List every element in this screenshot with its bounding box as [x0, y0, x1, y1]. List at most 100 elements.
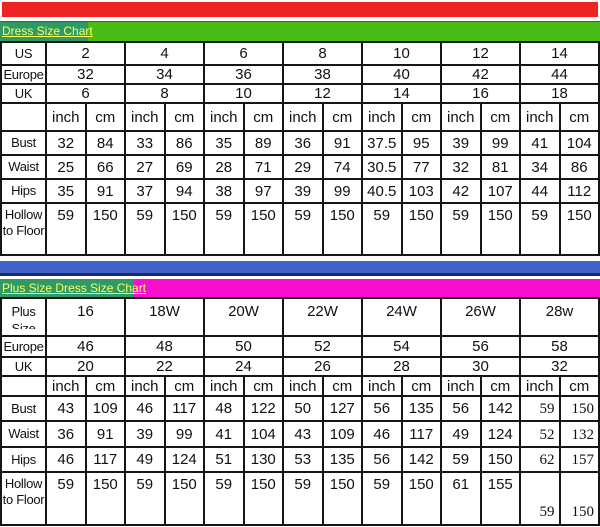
- size-cell: 20W: [203, 297, 284, 337]
- size-cell: 6: [203, 41, 284, 66]
- measure-cell: 86: [558, 154, 600, 180]
- size-cell: 30: [440, 356, 521, 377]
- measure-cell: 59: [519, 471, 561, 526]
- unit-header-cell: cm: [242, 375, 284, 397]
- measure-cell: 37: [124, 178, 166, 204]
- unit-header-cell: inch: [203, 375, 245, 397]
- measure-cell: 84: [84, 130, 126, 156]
- table-row: Hips 46 117 49 124 51 130 53 135 56 142 59 150 62 157: [0, 446, 600, 473]
- dress-size-table-body: US 2 4 6 8 10 12 14 Europe 32 34 36 38 40 42 44 UK 6 8 10 12…: [0, 41, 600, 256]
- measure-cell: 59: [282, 471, 324, 526]
- unit-header-cell: cm: [84, 375, 126, 397]
- measure-cell: 46: [45, 446, 87, 473]
- measure-cell: 99: [163, 420, 205, 448]
- measure-cell: 150: [242, 471, 284, 526]
- measure-cell: 48: [203, 395, 245, 422]
- measure-cell: 127: [321, 395, 363, 422]
- measure-cell: 94: [163, 178, 205, 204]
- size-cell: 24W: [361, 297, 442, 337]
- size-cell: 52: [282, 335, 363, 358]
- size-cell: 54: [361, 335, 442, 358]
- unit-header-cell: cm: [558, 375, 600, 397]
- measure-cell: 107: [479, 178, 521, 204]
- row-label-cell: Europe: [0, 335, 47, 358]
- unit-header-cell: inch: [203, 102, 245, 132]
- measure-cell: 36: [45, 420, 87, 448]
- unit-header-cell: inch: [45, 375, 87, 397]
- measure-cell: 99: [479, 130, 521, 156]
- table-row: Hips 35 91 37 94 38 97 39 99 40.5 103 42 107 44 112: [0, 178, 600, 204]
- measure-cell: 25: [45, 154, 87, 180]
- row-label-cell: Hollow to Floor: [0, 202, 47, 256]
- measure-cell: 86: [163, 130, 205, 156]
- size-cell: 4: [124, 41, 205, 66]
- measure-cell: 59: [203, 202, 245, 256]
- measure-cell: 56: [440, 395, 482, 422]
- size-cell: 16: [440, 83, 521, 104]
- unit-header-cell: inch: [124, 375, 166, 397]
- measure-cell: 62: [519, 446, 561, 473]
- size-cell: 12: [440, 41, 521, 66]
- measure-cell: 117: [400, 420, 442, 448]
- measure-cell: 117: [163, 395, 205, 422]
- unit-header-cell: cm: [400, 102, 442, 132]
- section2-title: Plus Size Dress Size Chart: [2, 281, 147, 295]
- table-row: Europe 32 34 36 38 40 42 44: [0, 64, 600, 85]
- plus-size-table-body: Plus Size 16 18W 20W 22W 24W 26W 28w Europe 46 48 5…: [0, 297, 600, 526]
- measure-cell: 150: [242, 202, 284, 256]
- measure-cell: 27: [124, 154, 166, 180]
- measure-cell: 99: [321, 178, 363, 204]
- size-cell: 28w: [519, 297, 600, 337]
- unit-header-cell: inch: [440, 102, 482, 132]
- size-cell: 34: [124, 64, 205, 85]
- unit-header-cell: inch: [282, 375, 324, 397]
- size-cell: 38: [282, 64, 363, 85]
- unit-header-cell: cm: [84, 102, 126, 132]
- measure-cell: 39: [124, 420, 166, 448]
- measure-cell: 95: [400, 130, 442, 156]
- measure-cell: 130: [242, 446, 284, 473]
- measure-cell: 32: [45, 130, 87, 156]
- measure-cell: 36: [282, 130, 324, 156]
- size-cell: 12: [282, 83, 363, 104]
- row-label-cell: UK: [0, 83, 47, 104]
- measure-cell: 29: [282, 154, 324, 180]
- table-row: Plus Size 16 18W 20W 22W 24W 26W 28w: [0, 297, 600, 337]
- measure-cell: 150: [479, 202, 521, 256]
- measure-cell: 157: [558, 446, 600, 473]
- measure-cell: 41: [203, 420, 245, 448]
- unit-header-cell: inch: [519, 375, 561, 397]
- size-cell: 22: [124, 356, 205, 377]
- table-row: Hollow to Floor 59 150 59 150 59 150 59 150 59 150…: [0, 202, 600, 256]
- row-label-cell: [0, 102, 47, 132]
- unit-header-cell: cm: [558, 102, 600, 132]
- row-label-cell: Europe: [0, 64, 47, 85]
- row-label-cell: Waist: [0, 420, 47, 448]
- unit-header-cell: inch: [361, 102, 403, 132]
- size-cell: 42: [440, 64, 521, 85]
- measure-cell: 53: [282, 446, 324, 473]
- row-label-cell: Plus Size: [0, 297, 47, 337]
- measure-cell: 35: [45, 178, 87, 204]
- measure-cell: 50: [282, 395, 324, 422]
- measure-cell: 41: [519, 130, 561, 156]
- table-row: Bust 43 109 46 117 48 122 50 127 56 135 56 142 59 150: [0, 395, 600, 422]
- table-row: UK 6 8 10 12 14 16 18: [0, 83, 600, 104]
- unit-header-cell: cm: [163, 375, 205, 397]
- table-row: Waist 36 91 39 99 41 104 43 109 46 117 49 124 52 132: [0, 420, 600, 448]
- size-cell: 10: [361, 41, 442, 66]
- measure-cell: 56: [361, 446, 403, 473]
- size-cell: 6: [45, 83, 126, 104]
- measure-cell: 142: [479, 395, 521, 422]
- measure-cell: 59: [282, 202, 324, 256]
- size-cell: 44: [519, 64, 600, 85]
- measure-cell: 56: [361, 395, 403, 422]
- measure-cell: 59: [45, 202, 87, 256]
- size-cell: 20: [45, 356, 126, 377]
- size-cell: 40: [361, 64, 442, 85]
- measure-cell: 91: [84, 420, 126, 448]
- measure-cell: 37.5: [361, 130, 403, 156]
- measure-cell: 35: [203, 130, 245, 156]
- plus-size-table: Plus Size 16 18W 20W 22W 24W 26W 28w Europe 46 48 5…: [0, 297, 600, 526]
